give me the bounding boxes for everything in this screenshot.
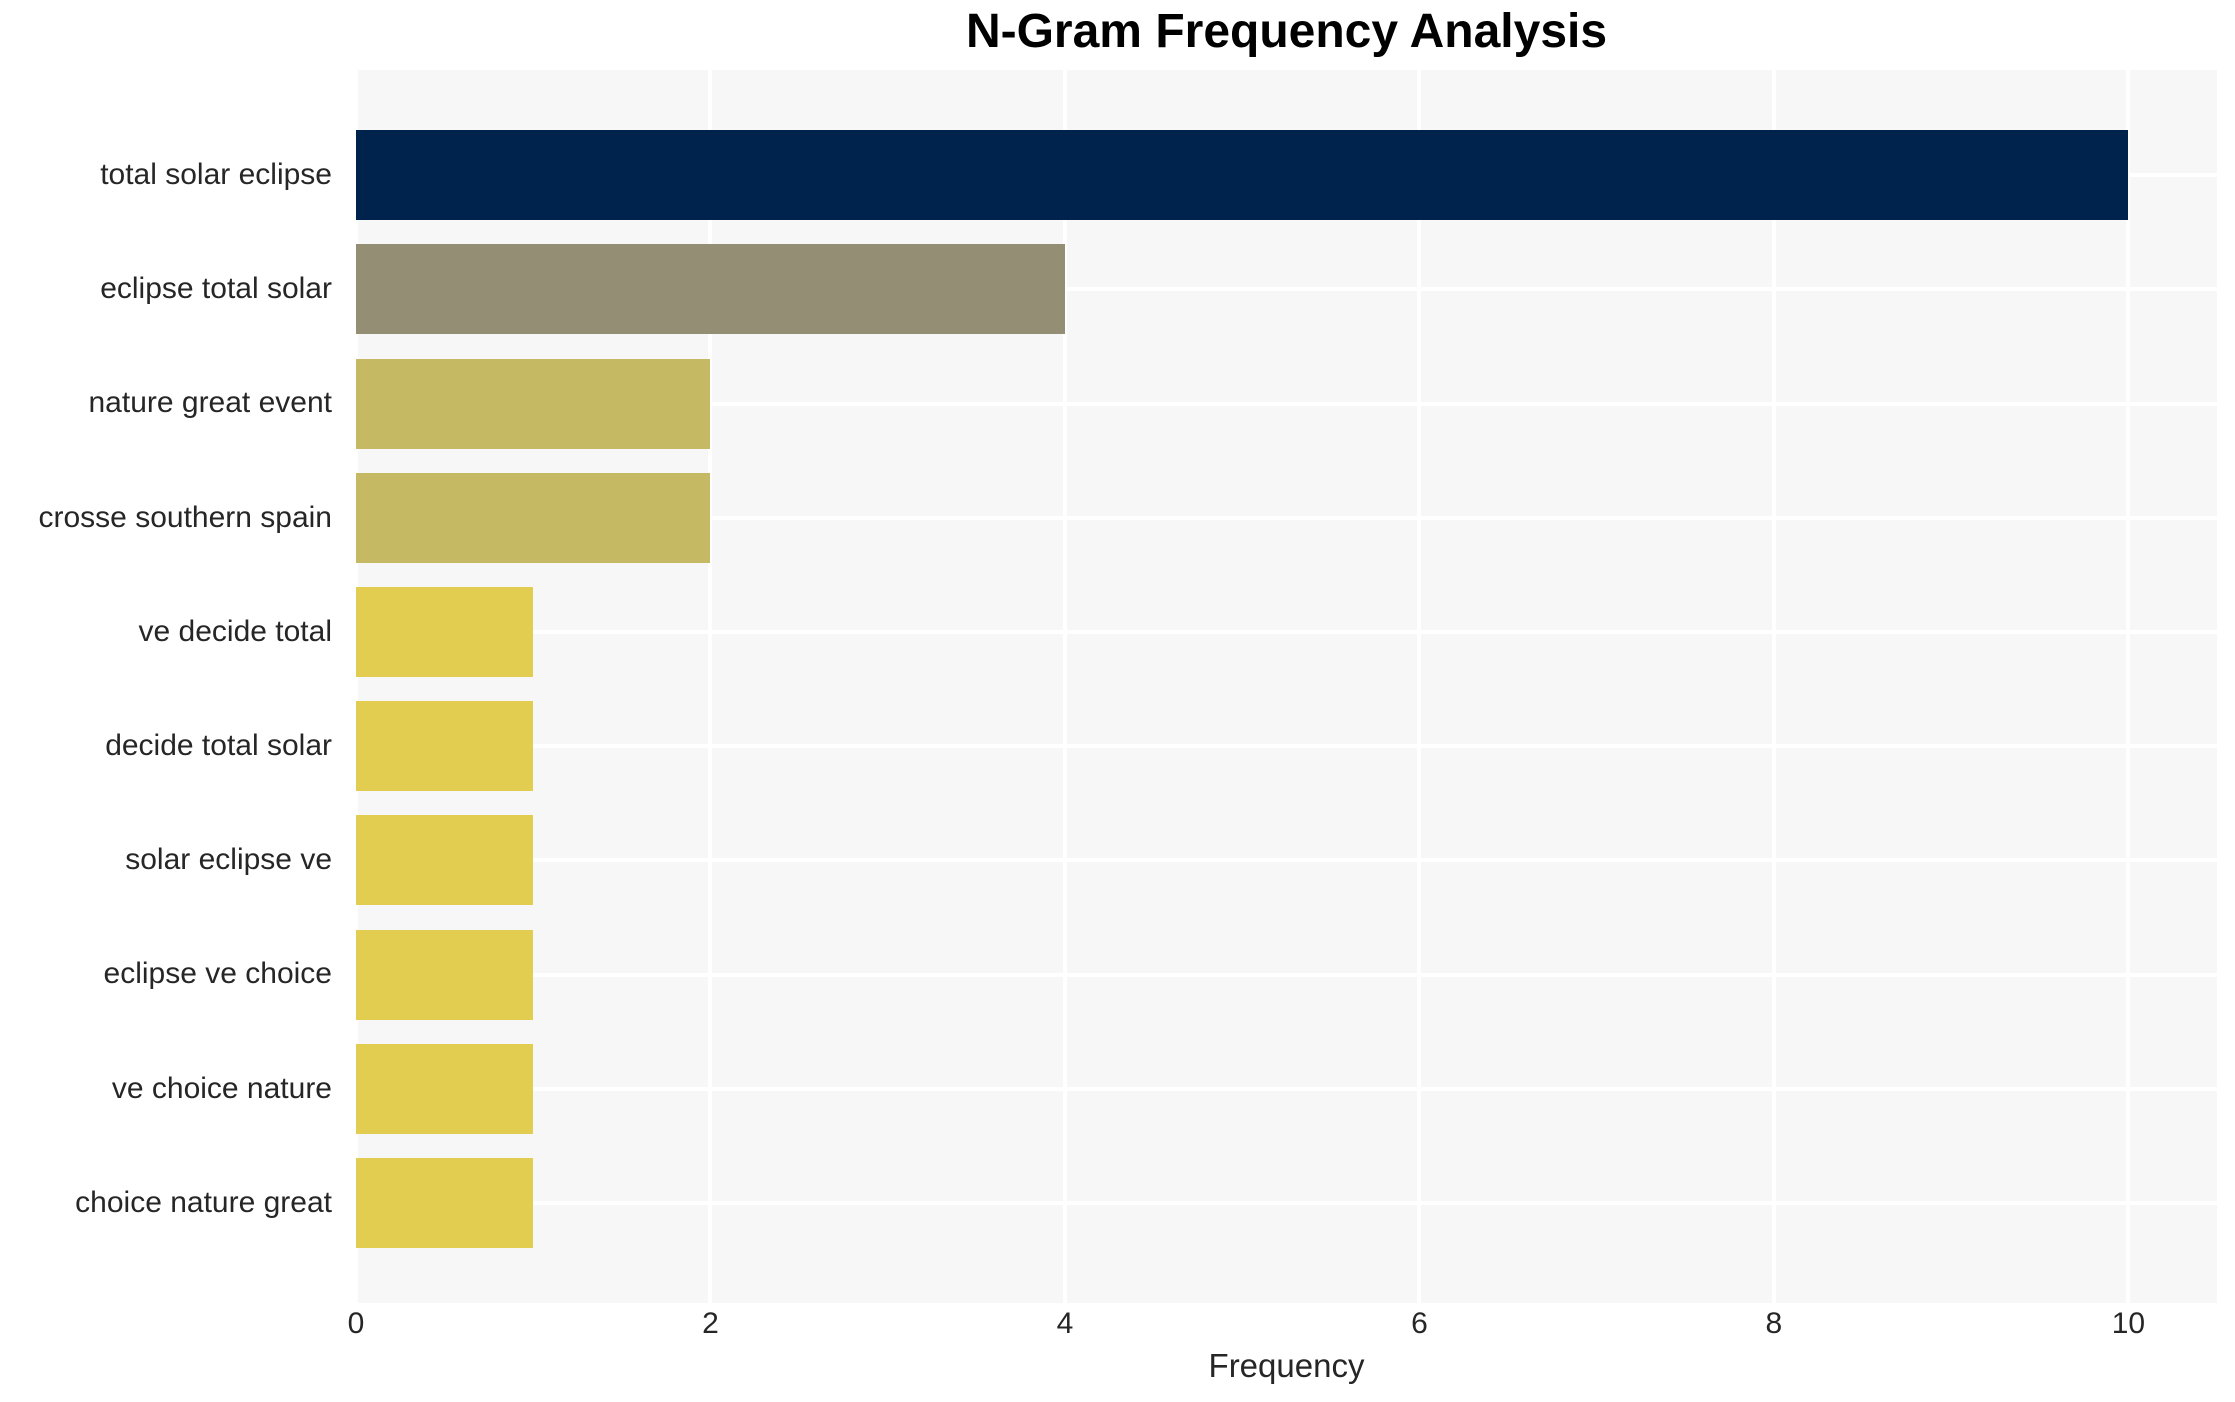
y-tick-label: solar eclipse ve [125, 843, 332, 877]
y-tick-label: crosse southern spain [38, 500, 333, 534]
vertical-gridline [356, 70, 358, 1303]
x-tick-label: 0 [347, 1307, 365, 1340]
vertical-gridline [708, 70, 713, 1303]
x-axis-label: Frequency [1208, 1347, 1365, 1384]
chart-title: N-Gram Frequency Analysis [965, 5, 1608, 58]
vertical-gridline [1771, 70, 1776, 1303]
x-axis-ticks: 0 2 4 6 8 10 [348, 1307, 2217, 1345]
vertical-gridline [1417, 70, 1422, 1303]
horizontal-gridline [356, 515, 2217, 520]
vertical-gridline [2126, 70, 2131, 1303]
y-tick-label: decide total solar [105, 729, 332, 763]
horizontal-gridline [356, 401, 2217, 406]
x-tick-label: 8 [1765, 1307, 1783, 1340]
bar-ve-decide-total [356, 586, 534, 677]
bar-ve-choice-nature [356, 1043, 534, 1134]
horizontal-gridline [356, 629, 2217, 634]
bar-solar-eclipse-ve [356, 815, 534, 906]
horizontal-gridline [356, 744, 2217, 749]
x-tick-label: 6 [1411, 1307, 1428, 1340]
horizontal-gridline [356, 1086, 2217, 1091]
x-tick-label: 4 [1056, 1307, 1074, 1340]
bar-decide-total-solar [356, 701, 534, 792]
bar-total-solar-eclipse [356, 130, 2129, 221]
y-tick-label: nature great event [88, 386, 332, 420]
bar-crosse-southern-spain [356, 472, 711, 563]
bar-nature-great-event [356, 358, 711, 449]
y-tick-label: choice nature great [75, 1185, 332, 1219]
bar-eclipse-total-solar [356, 244, 1065, 335]
y-tick-label: total solar eclipse [100, 158, 332, 192]
horizontal-gridline [356, 1200, 2217, 1205]
bar-choice-nature-great [356, 1157, 534, 1248]
y-tick-label: ve decide total [138, 614, 332, 648]
y-tick-label: eclipse total solar [100, 272, 332, 306]
horizontal-gridline [356, 972, 2217, 977]
y-tick-label: eclipse ve choice [103, 957, 332, 991]
horizontal-gridline [356, 858, 2217, 863]
x-tick-label: 10 [2111, 1307, 2146, 1340]
vertical-gridline [1062, 70, 1067, 1303]
bar-eclipse-ve-choice [356, 929, 534, 1020]
x-tick-label: 2 [702, 1307, 719, 1340]
horizontal-gridline [356, 287, 2217, 292]
y-axis-labels: total solar eclipse eclipse total solar na… [0, 70, 344, 1303]
y-tick-label: ve choice nature [111, 1071, 332, 1105]
plot-area [356, 70, 2217, 1303]
